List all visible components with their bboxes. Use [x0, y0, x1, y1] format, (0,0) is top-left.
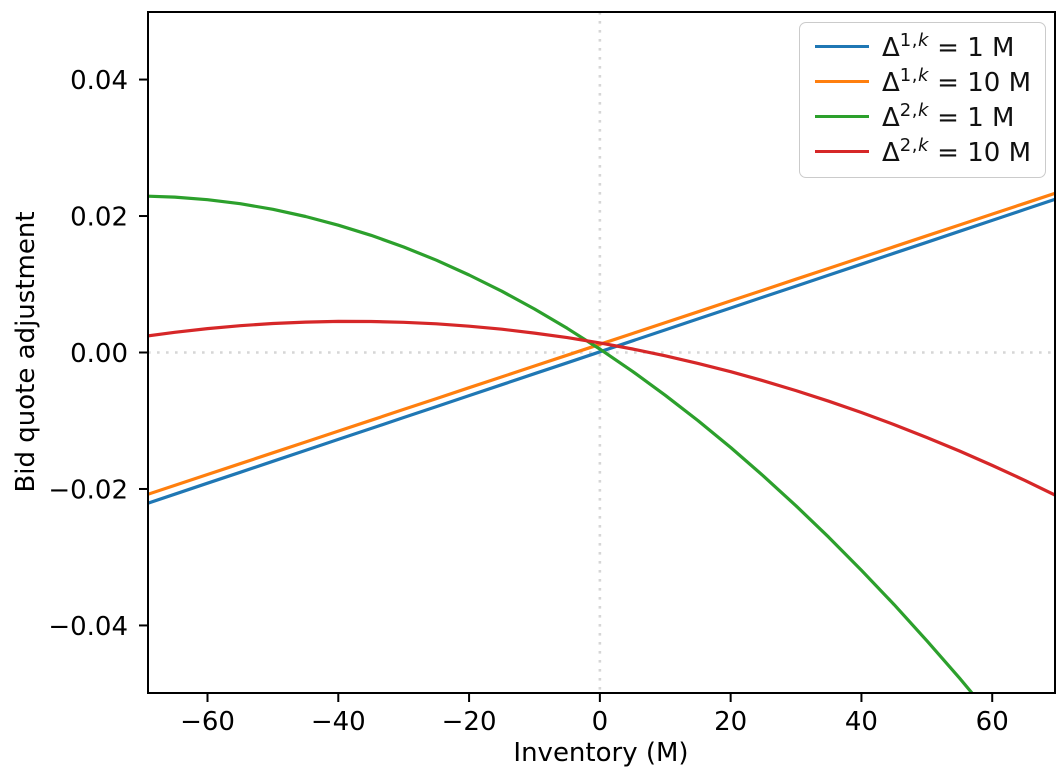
- legend-item: Δ1,k = 1 M: [815, 29, 1037, 64]
- series-line-4: [148, 319, 1055, 497]
- x-tick-label: 40: [845, 707, 878, 737]
- legend-item-label: Δ2,k = 10 M: [882, 135, 1032, 168]
- legend-line-delta2k-10m-icon: [815, 149, 869, 154]
- y-tick-label: 0.04: [70, 66, 128, 96]
- y-tick-label: 0.02: [70, 203, 128, 233]
- legend-item: Δ2,k = 10 M: [815, 134, 1037, 169]
- legend-line-delta1k-10m-icon: [815, 79, 869, 84]
- series-line-3: [148, 194, 975, 693]
- x-tick-label: 60: [976, 707, 1009, 737]
- x-axis-label: Inventory (M): [513, 738, 688, 768]
- x-tick-label: −20: [442, 707, 497, 737]
- x-tick-label: −60: [180, 707, 235, 737]
- y-axis-label: Bid quote adjustment: [11, 211, 41, 492]
- ticks-layer: [139, 78, 994, 702]
- x-tick-label: 20: [714, 707, 747, 737]
- legend-item-label: Δ1,k = 10 M: [882, 65, 1032, 98]
- reference-lines-layer: [148, 12, 1055, 693]
- legend-item-label: Δ1,k = 1 M: [882, 30, 1015, 63]
- x-tick-label: −40: [311, 707, 366, 737]
- y-tick-label: −0.02: [48, 475, 128, 505]
- legend: Δ1,k = 1 M Δ1,k = 10 M Δ2,k = 1 M Δ2,k =…: [799, 22, 1046, 178]
- y-tick-label: −0.04: [48, 612, 128, 642]
- tick-labels-layer: −60 −40 −20 0 20 40 60 0.04 0.02 0.00 −0.02 −0.04: [48, 66, 1008, 737]
- x-tick-label: 0: [592, 707, 609, 737]
- curves-layer: [148, 191, 1055, 693]
- y-tick-label: 0.00: [70, 339, 128, 369]
- legend-line-delta1k-1m-icon: [815, 44, 869, 49]
- legend-item: Δ2,k = 1 M: [815, 99, 1037, 134]
- legend-item: Δ1,k = 10 M: [815, 64, 1037, 99]
- series-line-1: [148, 197, 1055, 505]
- legend-line-delta2k-1m-icon: [815, 114, 869, 119]
- legend-item-label: Δ2,k = 1 M: [882, 100, 1015, 133]
